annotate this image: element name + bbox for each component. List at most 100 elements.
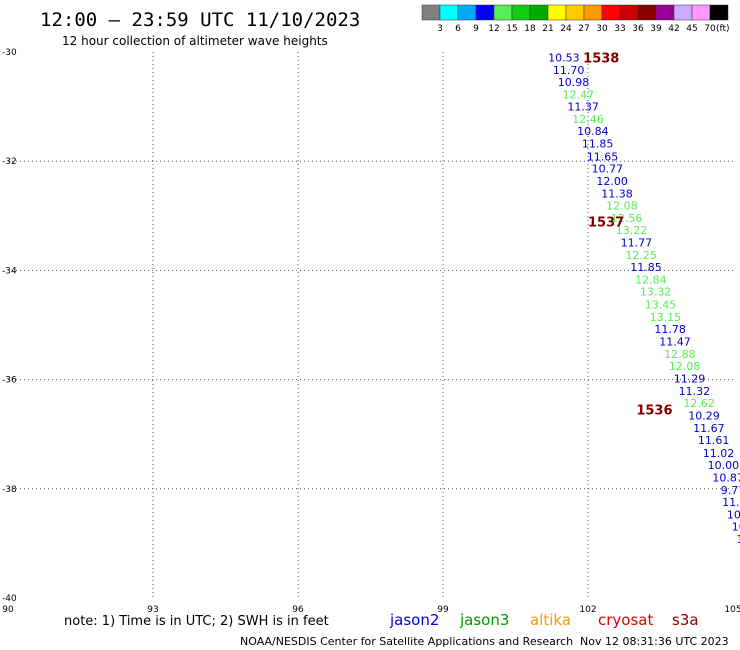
wave-height-label: 12.84	[635, 274, 667, 287]
x-tick-label: 105	[724, 605, 740, 615]
colorbar-label: 9	[473, 24, 479, 34]
wave-height-label: 10.55	[737, 533, 740, 546]
wave-height-label: 12.56	[611, 212, 643, 225]
footer-credit: NOAA/NESDIS Center for Satellite Applica…	[240, 635, 573, 648]
wave-height-label: 10.29	[732, 520, 740, 533]
colorbar-label: 6	[455, 24, 461, 34]
wave-height-label: 11.67	[693, 422, 725, 435]
wave-height-label: 11.29	[674, 373, 706, 386]
colorbar-swatch	[511, 4, 531, 21]
y-tick-label: -34	[2, 266, 17, 276]
colorbar-label: 3	[437, 24, 443, 34]
colorbar-label: 18	[524, 24, 536, 34]
y-tick-label: -40	[2, 594, 17, 604]
colorbar-unit: (ft)	[716, 24, 730, 34]
pass-number-label: 1538	[583, 51, 619, 66]
legend-cryosat: cryosat	[598, 611, 653, 629]
wave-height-label: 12.47	[563, 89, 595, 102]
wave-height-label: 11.32	[679, 385, 711, 398]
colorbar-label: 12	[488, 24, 499, 34]
wave-height-label: 11.19	[722, 496, 740, 509]
colorbar-swatch	[529, 4, 549, 21]
legend-jason3: jason3	[459, 611, 509, 629]
data-points: 10.5311.7010.9812.4711.3712.4610.8411.85…	[548, 51, 740, 546]
grid-lines	[8, 52, 733, 598]
wave-height-label: 10.00	[708, 459, 740, 472]
colorbar-swatch	[457, 4, 477, 21]
x-tick-label: 102	[579, 605, 596, 615]
chart-subtitle: 12 hour collection of altimeter wave hei…	[62, 34, 328, 48]
pass-number-label: 1537	[588, 215, 624, 230]
y-tick-label: -32	[2, 157, 17, 167]
wave-height-label: 12.88	[664, 348, 696, 361]
wave-height-label: 10.98	[558, 76, 590, 89]
y-tick-label: -38	[2, 485, 17, 495]
chart-title: 12:00 — 23:59 UTC 11/10/2023	[40, 9, 360, 31]
wave-height-label: 13.22	[616, 224, 648, 237]
legend-s3a: s3a	[672, 611, 699, 629]
y-tick-labels: -30 -32 -34 -36 -38 -40	[2, 48, 17, 604]
colorbar-swatch	[439, 4, 459, 21]
colorbar-label: 42	[668, 24, 679, 34]
x-tick-label: 96	[292, 605, 304, 615]
wave-height-label: 11.85	[582, 138, 614, 151]
wave-height-label: 12.08	[669, 360, 701, 373]
footer-timestamp: Nov 12 08:31:36 UTC 2023	[580, 635, 729, 648]
colorbar-swatch	[583, 4, 603, 21]
wave-height-label: 11.65	[587, 150, 619, 163]
colorbar-label: 15	[506, 24, 517, 34]
wave-height-label: 13.32	[640, 286, 672, 299]
colorbar-label: 36	[632, 24, 644, 34]
colorbar-swatch	[421, 4, 441, 21]
colorbar-swatch	[547, 4, 567, 21]
legend-altika: altika	[530, 611, 571, 629]
wave-height-label: 12.46	[572, 113, 604, 126]
wave-height-label: 13.15	[650, 311, 682, 324]
colorbar-label: 70	[704, 24, 716, 34]
wave-height-label: 11.61	[698, 434, 730, 447]
wave-height-label: 11.77	[621, 237, 653, 250]
wave-height-label: 10.73	[727, 508, 740, 521]
x-tick-label: 93	[147, 605, 158, 615]
y-tick-label: -30	[2, 48, 17, 58]
wave-height-label: 9.77	[721, 484, 740, 497]
wave-height-label: 10.29	[688, 410, 720, 423]
legend-jason2: jason2	[389, 611, 439, 629]
footer-note: note: 1) Time is in UTC; 2) SWH is in fe…	[64, 614, 329, 629]
wave-height-label: 11.78	[654, 323, 686, 336]
colorbar-swatch	[655, 4, 675, 21]
colorbar-label: 30	[596, 24, 608, 34]
plot-area: 90 93 96 99 102 105 -30-32-34-36-38-40 10.531…	[2, 48, 740, 615]
wave-height-label: 12.08	[606, 199, 638, 212]
colorbar-swatch	[565, 4, 585, 21]
colorbar-swatch	[475, 4, 495, 21]
colorbar-swatch	[673, 4, 693, 21]
wave-height-label: 11.02	[703, 447, 735, 460]
wave-height-label: 10.53	[548, 51, 580, 64]
x-tick-labels: 90 93 96 99 102 105	[2, 605, 740, 615]
wave-height-label: 10.84	[577, 125, 609, 138]
colorbar-swatch	[691, 4, 711, 21]
pass-number-label: 1536	[636, 404, 672, 419]
colorbar-swatch	[601, 4, 621, 21]
wave-height-label: 12.25	[625, 249, 657, 262]
wave-height-label: 10.87	[712, 471, 740, 484]
wave-height-label: 12.62	[683, 397, 715, 410]
colorbar-label: 21	[542, 24, 553, 34]
colorbar-swatch	[709, 4, 729, 21]
colorbar-label: 45	[686, 24, 697, 34]
x-tick-label: 90	[2, 605, 14, 615]
colorbar-swatch	[637, 4, 657, 21]
colorbar-label: 33	[614, 24, 625, 34]
colorbar-label: 27	[578, 24, 589, 34]
wave-height-label: 11.37	[567, 101, 599, 114]
wave-height-label: 13.45	[645, 298, 677, 311]
colorbar-label: 39	[650, 24, 662, 34]
colorbar-swatch	[619, 4, 639, 21]
wave-height-label: 12.00	[596, 175, 628, 188]
wave-height-label: 11.47	[659, 335, 691, 348]
mission-legend: jason2 jason3 altika cryosat s3a	[389, 611, 699, 629]
pass-labels: 1538 1537 1536	[583, 51, 672, 418]
colorbar: 3 6 9 12 15 18 21 24 27 30 33 36 39 42 45 70 (ft)	[421, 4, 730, 34]
